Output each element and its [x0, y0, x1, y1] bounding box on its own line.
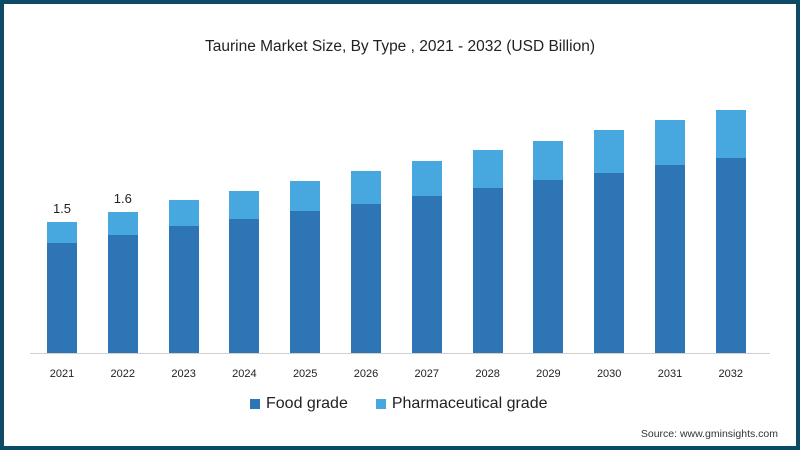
bar-segment-pharmaceutical-grade: [715, 110, 746, 159]
x-tick-label: 2028: [475, 368, 500, 380]
x-tick-label: 2024: [232, 368, 257, 380]
bar-segment-pharmaceutical-grade: [411, 160, 442, 196]
legend-label: Pharmaceutical grade: [391, 395, 548, 412]
x-tick-label: 2023: [171, 368, 196, 380]
x-tick-label: 2025: [292, 368, 318, 380]
bar-2026: [351, 170, 381, 353]
x-tick-label: 2029: [536, 368, 561, 380]
x-tick-label: 2027: [414, 368, 440, 380]
legend-label: Food grade: [266, 395, 348, 412]
x-tick-label: 2031: [657, 368, 683, 380]
bar-segment-pharmaceutical-grade: [533, 140, 564, 181]
bar-segment-pharmaceutical-grade: [290, 181, 321, 211]
bar-segment-food-grade: [533, 180, 564, 353]
bar-segment-food-grade: [107, 235, 138, 353]
legend-item-food-grade: Food grade: [250, 395, 348, 413]
value-label: 1.6: [113, 190, 132, 206]
bar-2031: [655, 119, 685, 353]
bar-2032: [715, 110, 746, 353]
bar-2023: [168, 200, 199, 353]
bar-2028: [472, 150, 503, 353]
bar-2025: [290, 181, 321, 353]
bar-segment-pharmaceutical-grade: [229, 190, 260, 219]
bar-segment-pharmaceutical-grade: [594, 130, 625, 174]
bar-segment-food-grade: [47, 243, 77, 353]
x-tick-label: 2026: [353, 368, 379, 380]
legend: Food grade Pharmaceutical grade: [250, 395, 575, 413]
bar-segment-food-grade: [655, 165, 685, 353]
bar-segment-pharmaceutical-grade: [47, 222, 77, 243]
x-tick-label: 2021: [49, 368, 75, 380]
x-axis-line: [30, 353, 770, 354]
bar-segment-pharmaceutical-grade: [351, 170, 381, 204]
bar-segment-food-grade: [594, 173, 625, 353]
source-note: Source: www.gminsights.com: [640, 428, 778, 440]
legend-item-pharmaceutical-grade: Pharmaceutical grade: [375, 395, 548, 413]
bar-2024: [229, 190, 260, 353]
bar-segment-food-grade: [290, 210, 321, 353]
pharmaceutical-grade-swatch-icon: [375, 399, 386, 409]
bar-segment-food-grade: [229, 218, 260, 353]
chart-title: Taurine Market Size, By Type , 2021 - 20…: [205, 38, 595, 55]
bar-segment-pharmaceutical-grade: [107, 211, 138, 236]
bar-2021: [47, 222, 77, 353]
bar-2027: [411, 160, 442, 353]
bar-segment-food-grade: [472, 188, 503, 353]
food-grade-swatch-icon: [250, 399, 260, 409]
bar-2029: [533, 140, 564, 353]
bar-segment-food-grade: [411, 195, 442, 353]
bar-2030: [594, 130, 625, 353]
bar-segment-pharmaceutical-grade: [168, 200, 199, 227]
x-tick-label: 2022: [110, 368, 136, 380]
bar-segment-pharmaceutical-grade: [655, 119, 685, 166]
bar-segment-food-grade: [351, 203, 381, 353]
value-label: 1.5: [52, 201, 72, 217]
x-tick-label: 2030: [596, 368, 622, 380]
bar-2022: [107, 211, 138, 353]
bar-segment-food-grade: [168, 226, 199, 353]
x-tick-label: 2032: [718, 368, 744, 380]
bar-segment-food-grade: [715, 158, 746, 353]
bar-segment-pharmaceutical-grade: [472, 150, 503, 188]
